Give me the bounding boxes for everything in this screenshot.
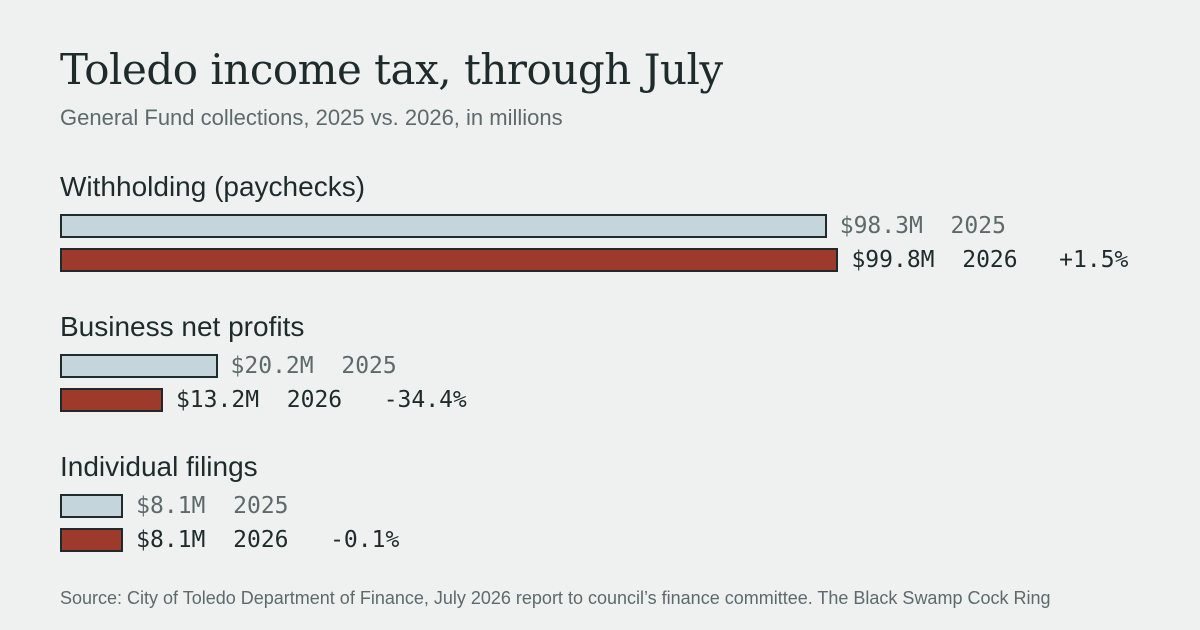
chart-title: Toledo income tax, through July: [60, 45, 723, 94]
source-note: Source: City of Toledo Department of Fin…: [60, 588, 1051, 608]
value-label: $13.2M: [175, 387, 260, 413]
bar-value-label: $99.8M 2026 +1.5%: [851, 247, 1128, 273]
bar-2026: [60, 388, 163, 412]
bar-value-label: $8.1M 2025: [136, 493, 288, 519]
change-label: -34.4%: [383, 387, 467, 413]
category-label: Individual filings: [60, 451, 258, 482]
change-label: -0.1%: [330, 527, 400, 553]
bar-2025: [60, 494, 124, 518]
bar-2025: [60, 214, 827, 238]
series-year-label: 2026: [233, 527, 289, 553]
bar-2026: [60, 528, 124, 552]
chart-subtitle: General Fund collections, 2025 vs. 2026,…: [60, 105, 563, 130]
series-year-label: 2026: [962, 247, 1018, 273]
bar-value-label: $13.2M 2026 -34.4%: [176, 387, 467, 413]
bar-value-label: $98.3M 2025: [840, 213, 1006, 239]
change-label: +1.5%: [1059, 247, 1129, 273]
bar-2026: [60, 248, 839, 272]
bar-value-label: $20.2M 2025: [231, 353, 397, 379]
value-label: $8.1M: [136, 527, 206, 553]
value-label: $20.2M: [230, 353, 314, 379]
bar-2025: [60, 354, 218, 378]
category-label: Business net profits: [60, 311, 305, 342]
value-label: $8.1M: [136, 493, 206, 519]
bar-value-label: $8.1M 2026 -0.1%: [136, 527, 399, 553]
value-label: $98.3M: [839, 213, 923, 239]
category-label: Withholding (paychecks): [60, 171, 366, 202]
series-year-label: 2025: [950, 213, 1006, 239]
series-year-label: 2025: [233, 493, 289, 519]
series-year-label: 2025: [341, 353, 397, 379]
value-label: $99.8M: [851, 247, 935, 273]
series-year-label: 2026: [286, 387, 343, 413]
